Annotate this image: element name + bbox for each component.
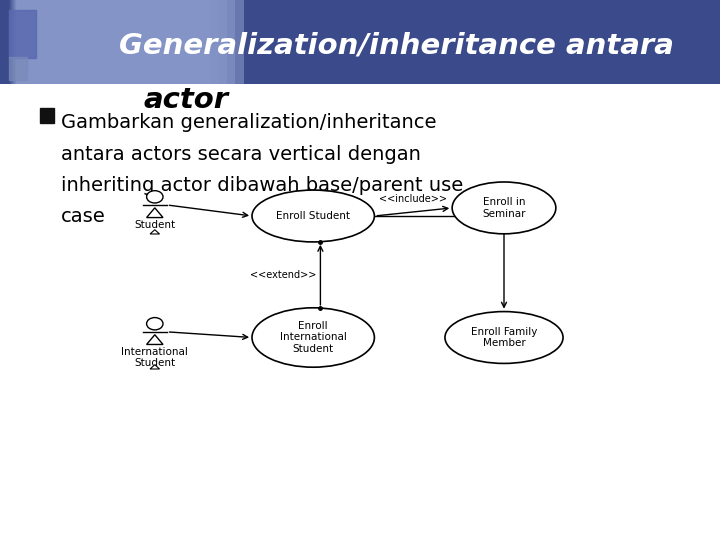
Bar (17, 0, 243, 84)
Ellipse shape (252, 190, 374, 242)
Text: Enroll Family
Member: Enroll Family Member (471, 327, 537, 348)
Polygon shape (150, 230, 160, 234)
Text: Enroll
International
Student: Enroll International Student (280, 321, 346, 354)
Bar (15, 0, 202, 84)
Bar (12, 0, 101, 84)
Ellipse shape (252, 308, 374, 367)
Bar (16, 0, 227, 84)
Text: antara actors secara vertical dengan: antara actors secara vertical dengan (61, 145, 421, 164)
Bar (15, 0, 210, 84)
Bar (12, 0, 109, 84)
Bar (0, 0, 720, 84)
Bar (10, 0, 59, 84)
Ellipse shape (452, 182, 556, 234)
Bar (14, 0, 185, 84)
Text: actor: actor (144, 86, 229, 114)
Bar (17, 0, 235, 84)
Bar (10, 0, 50, 84)
Bar (11, 0, 67, 84)
Bar (14, 0, 160, 84)
Bar (9, 0, 25, 84)
Bar (11, 0, 76, 84)
Text: International
Student: International Student (122, 347, 188, 368)
Bar (14, 0, 168, 84)
Text: inheriting actor dibawah base/parent use: inheriting actor dibawah base/parent use (61, 176, 464, 195)
Bar (10, 0, 42, 84)
Circle shape (147, 191, 163, 203)
Bar (12, 0, 126, 84)
Polygon shape (147, 335, 163, 345)
Text: Student: Student (134, 220, 176, 230)
Text: Gambarkan generalization/inheritance: Gambarkan generalization/inheritance (61, 113, 437, 132)
Bar (9, 0, 17, 84)
Text: case: case (61, 207, 106, 226)
Text: <<include>>: <<include>> (379, 194, 447, 204)
Bar (13, 0, 135, 84)
Polygon shape (150, 364, 160, 369)
Text: Enroll Student: Enroll Student (276, 211, 350, 221)
Bar (12, 0, 84, 84)
Ellipse shape (445, 312, 563, 363)
Bar (12, 0, 92, 84)
Bar (14, 0, 176, 84)
Text: Enroll in
Seminar: Enroll in Seminar (482, 197, 526, 219)
Polygon shape (147, 208, 163, 218)
Bar (40, 108, 54, 123)
Text: <<extend>>: <<extend>> (251, 270, 317, 280)
Bar (15, 0, 193, 84)
Text: Generalization/inheritance antara: Generalization/inheritance antara (119, 32, 673, 60)
Circle shape (147, 318, 163, 330)
Bar (14, 0, 151, 84)
Bar (9, 57, 27, 80)
Bar (9, 10, 36, 58)
Bar (0, 0, 9, 84)
Bar (13, 0, 143, 84)
Bar (16, 0, 218, 84)
Bar (12, 0, 117, 84)
Bar (9, 0, 34, 84)
